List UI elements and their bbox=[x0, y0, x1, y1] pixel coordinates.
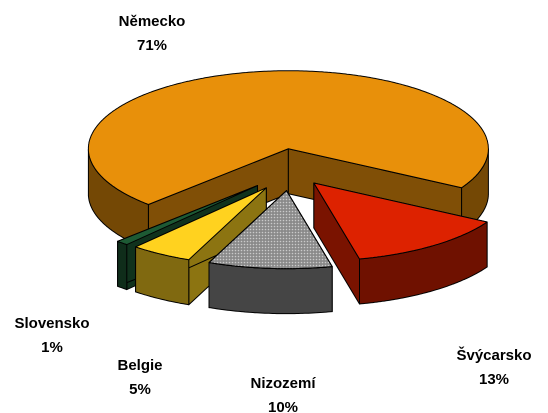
slice-label: Slovensko bbox=[14, 315, 89, 332]
slice-value-label: 71% bbox=[137, 37, 167, 54]
slice-value-label: 13% bbox=[479, 371, 509, 388]
slice bbox=[135, 187, 267, 261]
slice-wall bbox=[117, 240, 128, 291]
slice bbox=[87, 70, 489, 205]
slice-value-label: 1% bbox=[41, 339, 63, 356]
slice bbox=[117, 185, 259, 246]
slice bbox=[313, 182, 488, 260]
slice-label: Německo bbox=[119, 13, 186, 30]
slice-label: Belgie bbox=[117, 357, 162, 374]
slice-value-label: 10% bbox=[268, 399, 298, 413]
slice-label: Nizozemí bbox=[250, 375, 316, 392]
slice-texture bbox=[208, 190, 333, 270]
slice-wall bbox=[208, 262, 333, 315]
slice-value-label: 5% bbox=[129, 381, 151, 398]
slice-label: Švýcarsko bbox=[456, 346, 531, 364]
